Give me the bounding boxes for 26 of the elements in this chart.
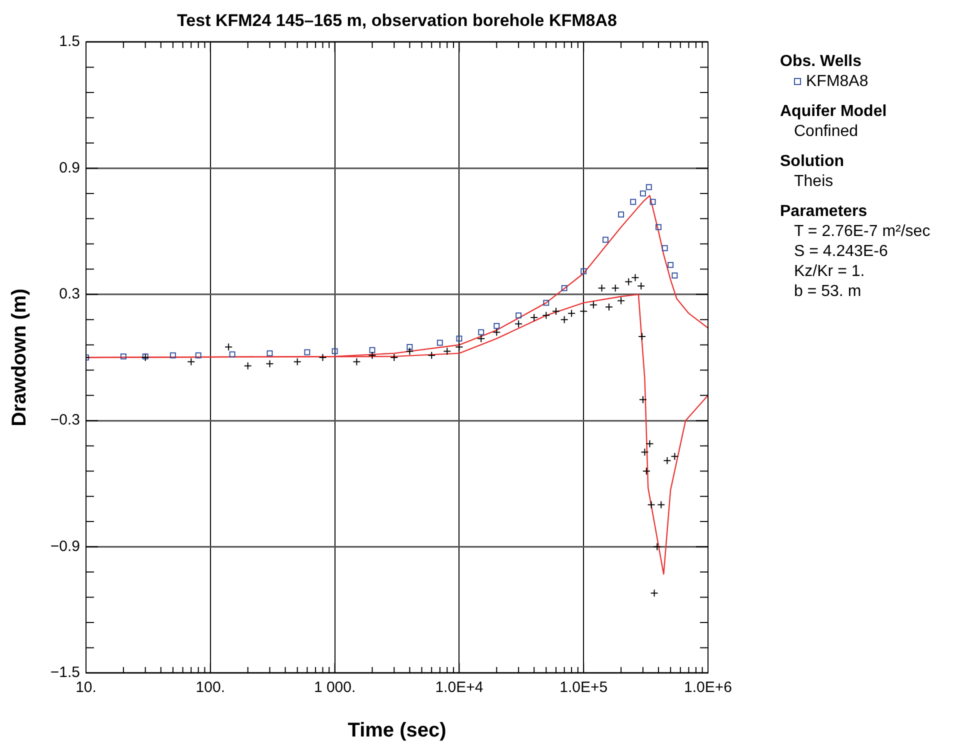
- x-tick-label: 1.0E+6: [684, 679, 732, 696]
- x-tick-label: 1.0E+5: [560, 679, 608, 696]
- x-tick-label: 1.0E+4: [435, 679, 484, 696]
- x-tick-label: 100.: [196, 679, 225, 696]
- y-tick-label: 1.5: [59, 33, 80, 50]
- y-tick-label: −0.3: [50, 412, 80, 429]
- text: Aquifer Model: [780, 102, 888, 122]
- x-tick-label: 1 000.: [314, 679, 356, 696]
- text: Solution: [780, 152, 845, 172]
- legend-title: Obs. Wells: [780, 52, 863, 72]
- y-tick-label: 0.3: [59, 286, 80, 303]
- text: S = 4.243E-6: [793, 242, 889, 262]
- y-tick-label: −1.5: [50, 664, 80, 682]
- text: Theis: [793, 172, 834, 192]
- text: Confined: [793, 122, 860, 142]
- y-tick-label: 0.9: [59, 159, 80, 176]
- y-axis-title: Drawdown (m): [8, 288, 31, 426]
- legend-label: KFM8A8: [805, 72, 870, 92]
- text: T = 2.76E-7 m²/sec: [793, 222, 930, 242]
- text: Kz/Kr = 1.: [793, 262, 866, 282]
- x-tick-label: 10.: [76, 679, 96, 696]
- text: Parameters: [780, 202, 868, 222]
- x-axis-title: Time (sec): [348, 720, 446, 742]
- y-tick-label: −0.9: [50, 538, 80, 555]
- text: b = 53. m: [793, 282, 862, 302]
- chart-title: Test KFM24 145–165 m, observation borehole KFM8A8: [177, 11, 617, 30]
